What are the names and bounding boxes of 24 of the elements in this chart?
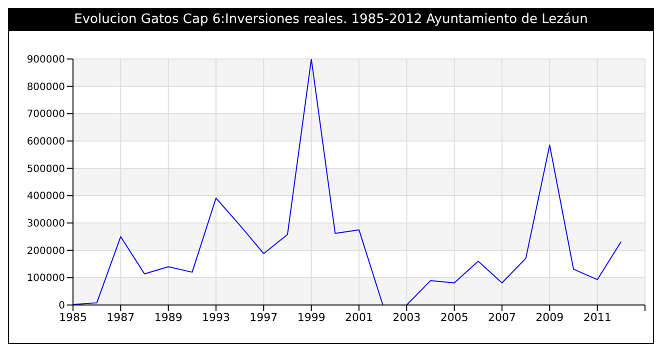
chart-title: Evolucion Gatos Cap 6:Inversiones reales. 1985-2012 Ayuntamiento de Lezáun	[9, 9, 653, 31]
y-tick-label: 600000	[26, 136, 65, 148]
y-tick-label: 100000	[26, 273, 65, 284]
y-tick-label: 700000	[26, 109, 65, 120]
x-tick-label: 2011	[583, 310, 612, 324]
x-tick-label: 2009	[536, 310, 564, 324]
y-tick-label: 0	[58, 300, 65, 312]
x-tick-label: 1997	[250, 310, 278, 324]
x-tick-label: 1993	[202, 310, 230, 324]
x-tick-label: 2007	[488, 310, 516, 324]
x-tick-label: 2001	[345, 310, 373, 324]
y-tick-label: 300000	[26, 218, 65, 230]
x-tick-label: 1999	[297, 310, 326, 324]
x-tick-label: 1987	[106, 310, 135, 324]
y-tick-label: 400000	[26, 191, 65, 202]
line-series	[73, 59, 622, 305]
x-tick-label: 2003	[392, 310, 421, 324]
y-tick-label: 900000	[26, 54, 65, 66]
x-tick-label: 2005	[440, 310, 468, 324]
x-tick-label: 1985	[59, 310, 87, 324]
x-tick-label: 1989	[154, 310, 182, 324]
y-tick-label: 200000	[26, 246, 65, 257]
y-tick-label: 500000	[26, 164, 65, 175]
y-tick-label: 800000	[26, 82, 65, 93]
